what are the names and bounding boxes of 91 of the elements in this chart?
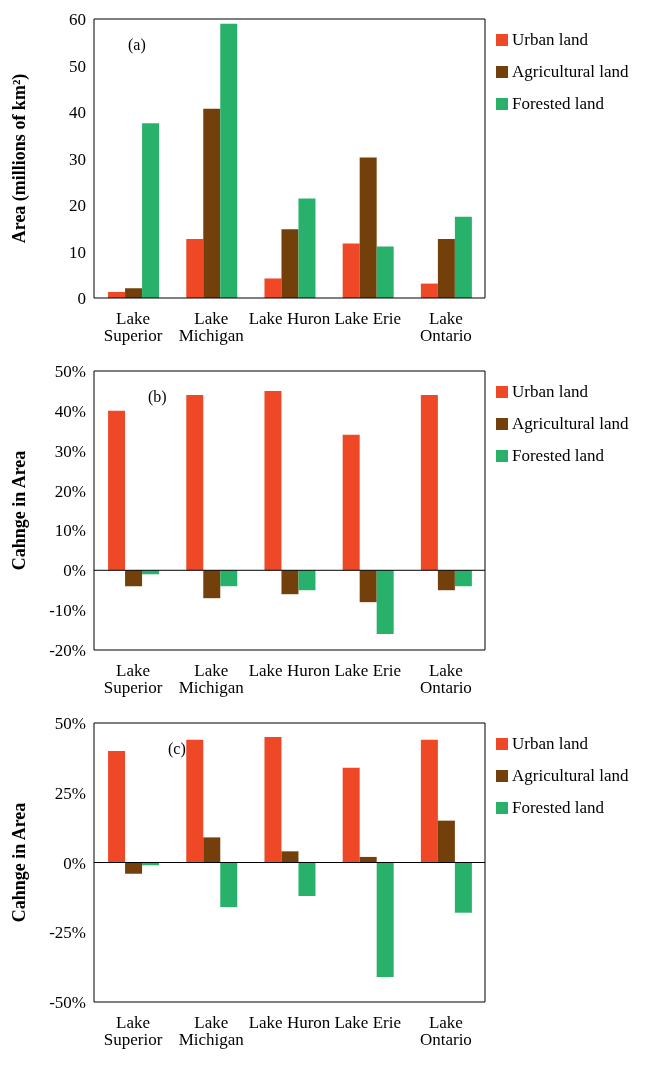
bar	[376, 246, 394, 298]
x-tick-label: Lake Michigan	[178, 661, 245, 698]
y-tick-label: 10%	[54, 521, 86, 541]
bar	[454, 862, 472, 913]
y-tick-label: 0%	[63, 561, 86, 581]
bar	[281, 229, 299, 298]
bar	[264, 278, 282, 298]
bar	[420, 394, 438, 571]
bar	[281, 570, 299, 595]
bar	[220, 862, 238, 908]
y-tick-label: -50%	[49, 993, 86, 1013]
bar	[186, 238, 204, 298]
legend-label: Urban land	[512, 733, 589, 755]
bar	[125, 288, 143, 298]
y-axis-title: Cahnge in Area	[9, 802, 30, 923]
annotation: (b)	[148, 388, 167, 406]
bar	[437, 570, 455, 591]
bar	[203, 108, 221, 298]
bar	[454, 216, 472, 298]
annotation: (c)	[168, 740, 186, 758]
y-tick-label: 20	[69, 196, 86, 216]
y-tick-label: 10	[69, 242, 86, 262]
bar	[437, 820, 455, 863]
x-tick-label: Lake Erie	[334, 309, 401, 329]
y-tick-label: 20%	[54, 481, 86, 501]
legend-label: Agricultural land	[512, 61, 629, 83]
x-tick-label: Lake Superior	[103, 1013, 163, 1050]
bar	[108, 750, 126, 863]
legend-label: Urban land	[512, 29, 589, 51]
bar	[359, 157, 377, 298]
x-tick-label: Lake Superior	[103, 661, 163, 698]
y-tick-label: -20%	[49, 641, 86, 661]
bar	[420, 283, 438, 298]
bar	[376, 570, 394, 635]
y-axis-title: Area (millions of km²)	[9, 73, 31, 244]
x-tick-label: Lake Ontario	[419, 1013, 472, 1050]
y-tick-label: 40%	[54, 401, 86, 421]
legend-label: Forested land	[512, 797, 605, 819]
x-tick-label: Lake Erie	[334, 661, 401, 681]
bar	[281, 851, 299, 863]
legend-label: Forested land	[512, 445, 605, 467]
bar	[264, 390, 282, 571]
x-tick-label: Lake Michigan	[178, 309, 245, 346]
y-tick-label: 50%	[54, 362, 86, 382]
y-tick-label: 0%	[63, 853, 86, 873]
y-tick-label: 50	[69, 56, 86, 76]
y-tick-label: 30	[69, 149, 86, 169]
legend-label: Agricultural land	[512, 765, 629, 787]
legend-label: Forested land	[512, 93, 605, 115]
x-tick-label: Lake Ontario	[419, 309, 472, 346]
bar	[203, 570, 221, 599]
bar	[359, 570, 377, 603]
x-tick-label: Lake Michigan	[178, 1013, 245, 1050]
y-tick-label: 0	[77, 289, 86, 309]
bar	[298, 570, 316, 591]
bar	[437, 238, 455, 298]
x-tick-label: Lake Ontario	[419, 661, 472, 698]
bar	[298, 862, 316, 896]
bar	[454, 570, 472, 587]
y-tick-label: 50%	[54, 714, 86, 734]
x-tick-label: Lake Superior	[103, 309, 163, 346]
x-tick-label: Lake Huron	[248, 309, 331, 329]
legend-label: Urban land	[512, 381, 589, 403]
bar	[264, 736, 282, 863]
y-tick-label: 25%	[54, 783, 86, 803]
legend-label: Agricultural land	[512, 413, 629, 435]
bar	[342, 767, 360, 863]
y-tick-label: 60	[69, 10, 86, 30]
bar	[420, 739, 438, 863]
bar	[376, 862, 394, 977]
bar	[220, 23, 238, 298]
bar	[203, 837, 221, 863]
bar	[186, 394, 204, 571]
bar	[125, 862, 143, 874]
bar	[342, 434, 360, 571]
bar	[142, 123, 160, 298]
x-tick-label: Lake Erie	[334, 1013, 401, 1033]
bar	[298, 198, 316, 298]
x-tick-label: Lake Huron	[248, 661, 331, 681]
annotation: (a)	[128, 36, 146, 54]
bar	[108, 410, 126, 571]
bar	[186, 739, 204, 863]
y-tick-label: 30%	[54, 441, 86, 461]
y-tick-label: -25%	[49, 923, 86, 943]
bar	[220, 570, 238, 587]
y-axis-title: Cahnge in Area	[9, 450, 30, 571]
x-tick-label: Lake Huron	[248, 1013, 331, 1033]
y-tick-label: 40	[69, 103, 86, 123]
bar	[342, 243, 360, 298]
bar	[125, 570, 143, 587]
y-tick-label: -10%	[49, 601, 86, 621]
